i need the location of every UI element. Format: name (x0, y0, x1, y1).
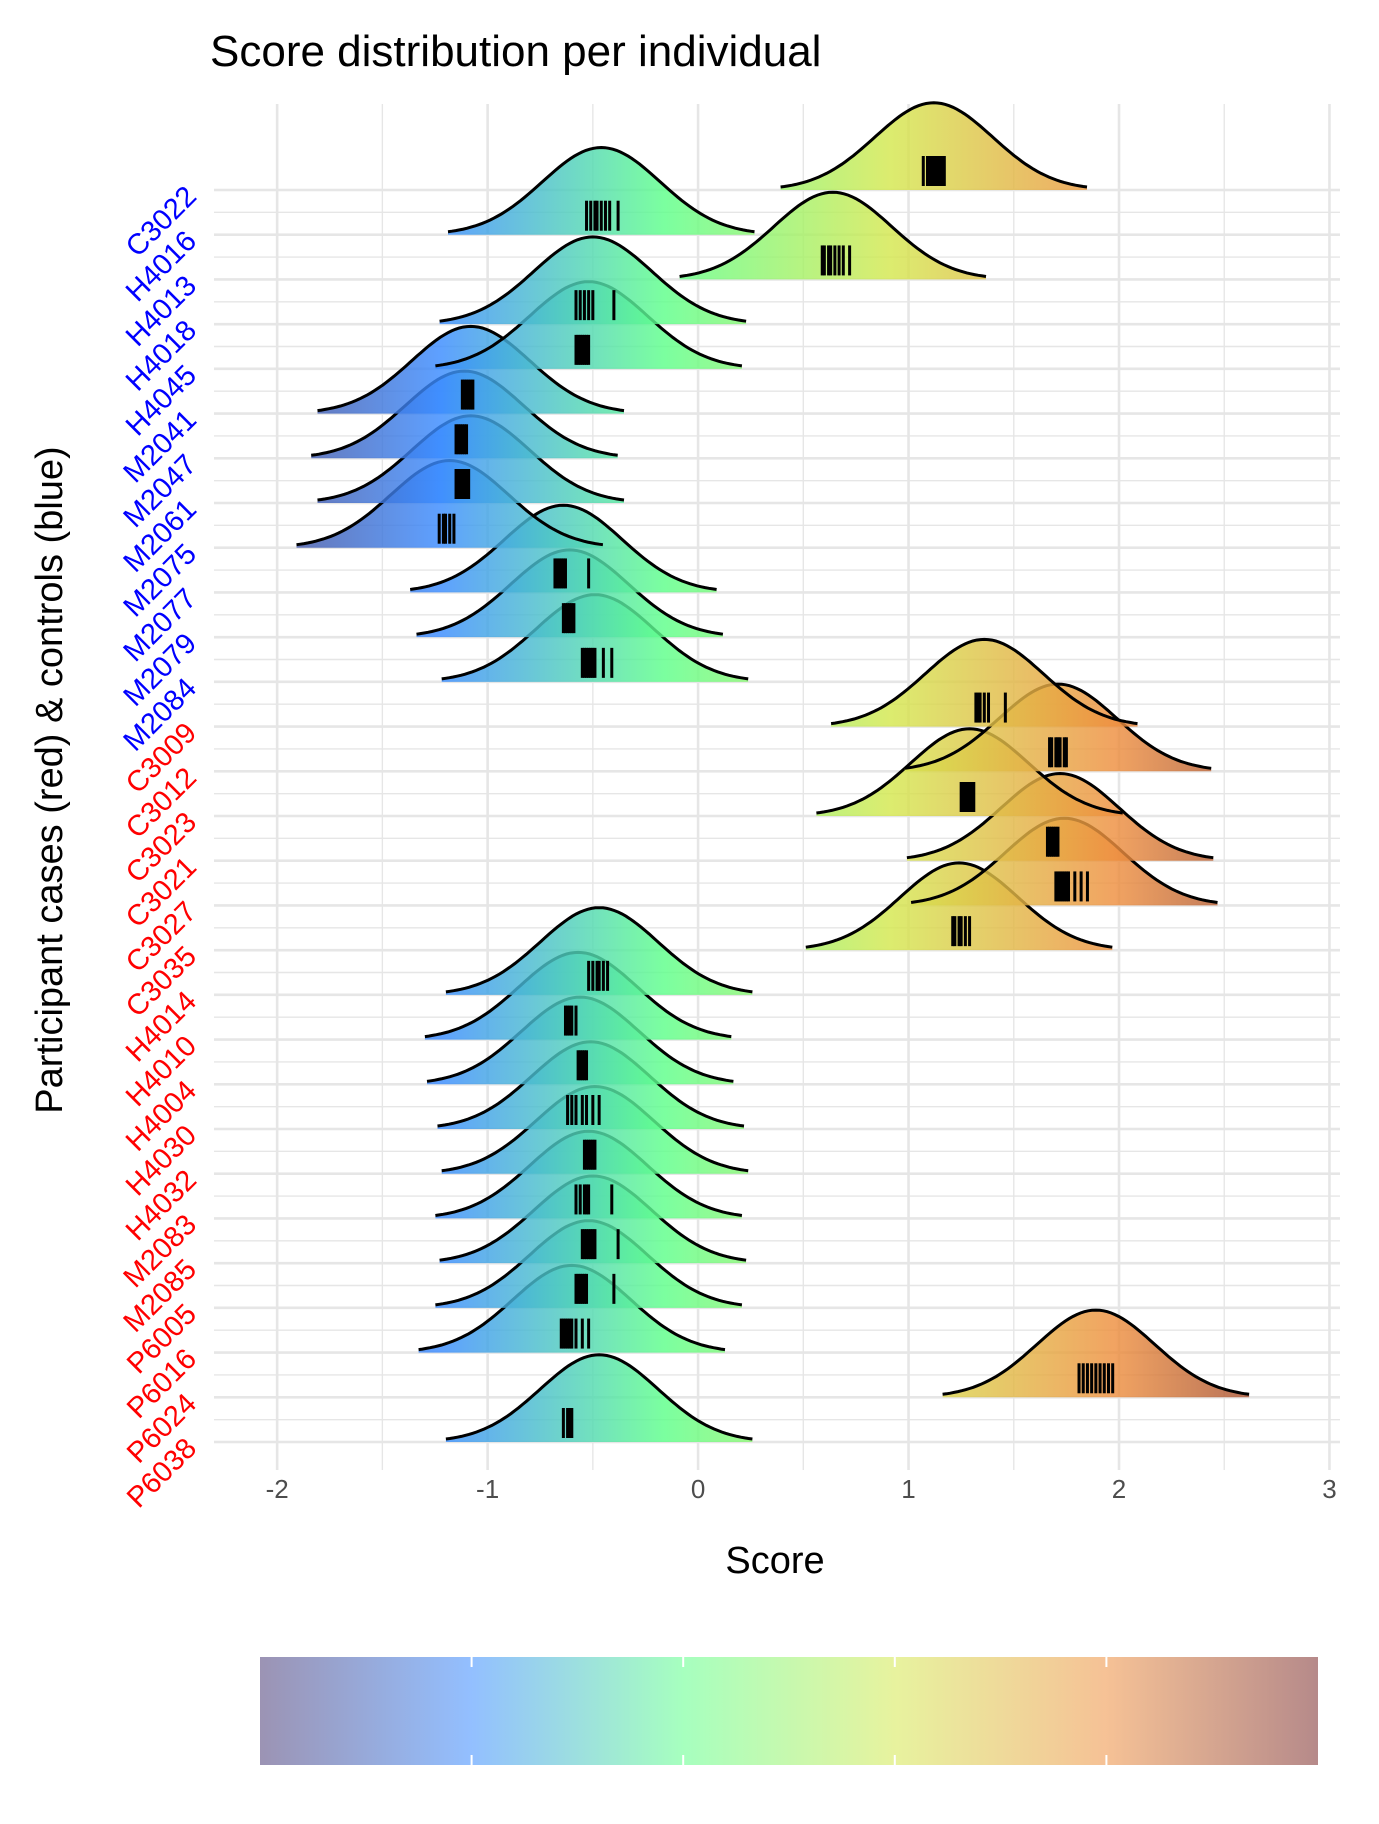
ridge-P6038 (445, 1353, 753, 1442)
ridge-area (437, 1041, 744, 1129)
ridge-area (435, 1131, 742, 1219)
ridge-M2077 (409, 503, 717, 593)
ridge-outline (816, 727, 1123, 815)
ridge-M2041 (317, 324, 625, 414)
ridge-area (296, 460, 603, 548)
color-legend-ticks (470, 1657, 1108, 1765)
ridge-C3023 (816, 727, 1123, 816)
ridge-outline (439, 235, 747, 323)
ridge-outline (780, 101, 1088, 189)
ridge-area (831, 639, 1138, 727)
color-legend-gradient (260, 1657, 1318, 1765)
ridge-H4004 (426, 995, 734, 1085)
ridge-H4016 (447, 145, 755, 235)
ridge-C3009 (830, 637, 1138, 727)
ridge-H4013 (679, 190, 987, 280)
ridge-outline (445, 1353, 753, 1441)
ridge-area (416, 549, 723, 638)
ridge-area (805, 862, 1113, 951)
grid (214, 104, 1340, 1470)
ridge-area (317, 326, 624, 414)
x-tick-label: 2 (1112, 1474, 1126, 1504)
ridge-outline (445, 906, 753, 994)
ridge-outline (904, 682, 1212, 770)
x-tick-label: 0 (691, 1474, 705, 1504)
ridge-area (904, 684, 1212, 772)
ridge-area (448, 147, 755, 235)
ridge-area (317, 415, 624, 503)
ridge-outline (805, 861, 1113, 949)
ridge-area (410, 505, 717, 593)
ridge-area (679, 192, 986, 280)
ridge-area (439, 236, 747, 325)
ridge-area (435, 281, 742, 369)
ridge-H4014 (445, 906, 753, 995)
ridge-area (441, 594, 749, 682)
ridge-C3021 (906, 771, 1214, 861)
ridge-outline (317, 324, 625, 413)
ridge-outline (409, 503, 717, 591)
y-axis-title: Participant cases (red) & controls (blue… (29, 446, 71, 1113)
x-tick-label: -2 (266, 1474, 289, 1504)
ridge-area (445, 1354, 753, 1442)
ridge-area (424, 952, 732, 1040)
x-tick-label: 3 (1322, 1474, 1336, 1504)
ridge-area (311, 371, 618, 459)
x-axis-title: Score (725, 1540, 824, 1582)
ridge-outline (447, 145, 755, 234)
ridge-area (439, 1176, 747, 1264)
ridge-area (942, 1310, 1250, 1398)
x-tick-labels: -2 -1 0 1 2 3 (266, 1474, 1337, 1504)
ridge-outline (830, 637, 1138, 726)
ridges (296, 101, 1250, 1442)
ridge-C3022 (780, 101, 1088, 190)
ridge-H4018 (439, 235, 747, 325)
ridge-outline (906, 771, 1214, 860)
ridge-area (445, 907, 753, 995)
ridge-area (427, 997, 734, 1085)
y-tick-labels: C3022H4016H4013H4018H4045M2041M2047M2061… (118, 180, 203, 1514)
ridge-area (441, 1086, 749, 1174)
ridge-area (435, 1220, 742, 1308)
ridge-area (418, 1265, 725, 1353)
ridge-C3012 (904, 682, 1212, 772)
color-legend-bar (260, 1657, 1318, 1765)
ridge-C3035 (805, 861, 1113, 951)
ridge-M2061 (317, 414, 625, 503)
ridge-area (911, 818, 1218, 906)
chart-title: Score distribution per individual (210, 27, 821, 76)
x-tick-label: 1 (901, 1474, 915, 1504)
ridge-area (780, 102, 1087, 190)
ridge-outline (679, 190, 987, 278)
ridge-outline (942, 1308, 1250, 1396)
ridge-area (816, 728, 1123, 816)
x-tick-label: -1 (476, 1474, 499, 1504)
ridge-P6024 (942, 1308, 1250, 1398)
ridge-area (906, 773, 1214, 861)
